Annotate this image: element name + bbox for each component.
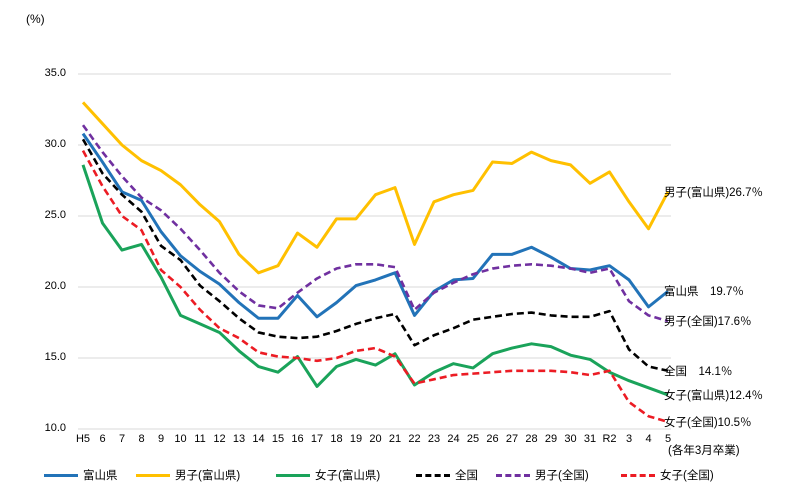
legend-item: 女子(全国)	[621, 466, 714, 484]
legend-label: 男子(全国)	[535, 470, 589, 482]
x-axis-tick-label: 6	[99, 433, 106, 445]
x-axis-tick-label: 27	[505, 433, 519, 445]
legend-item: 富山県	[44, 466, 118, 484]
legend-line-swatch	[496, 473, 530, 477]
series-end-label: 男子(全国)17.6％	[664, 316, 752, 329]
legend-item: 全国	[416, 466, 478, 484]
legend-line-swatch	[44, 473, 78, 477]
legend-line-swatch	[276, 473, 310, 477]
legend-label: 女子(富山県)	[315, 470, 381, 482]
series-end-label: 女子(全国)10.5％	[664, 416, 752, 429]
legend-item: 男子(全国)	[496, 466, 589, 484]
x-axis-tick-label: 14	[252, 433, 265, 445]
series-line	[81, 132, 669, 320]
series-end-label: 富山県 19.7％	[664, 286, 744, 299]
x-axis-tick-label: 28	[525, 433, 538, 445]
series-line	[81, 124, 669, 323]
x-axis-tick-label: R2	[602, 433, 617, 445]
x-axis-tick-label: 3	[625, 433, 633, 445]
legend-item: 男子(富山県)	[136, 466, 240, 484]
legend-label: 富山県	[83, 470, 118, 482]
x-axis-tick-label: 26	[486, 433, 499, 445]
x-axis-tick-label: 4	[645, 433, 652, 445]
x-axis-tick-label: 30	[564, 433, 577, 445]
series-line	[81, 101, 670, 275]
x-axis-tick-label: 8	[138, 433, 145, 445]
x-axis-tick-label: 18	[330, 433, 343, 445]
x-axis-tick-label: 20	[369, 433, 382, 445]
series-end-label: 全国 14.1％	[664, 365, 733, 378]
x-axis-tick-label: 17	[310, 433, 324, 445]
series-line	[81, 164, 669, 397]
y-axis-tick-label: 25.0	[44, 209, 66, 221]
x-axis-tick-label: 15	[271, 433, 285, 445]
legend-line-swatch	[136, 473, 170, 477]
y-axis-tick-label: 30.0	[44, 138, 66, 150]
series-end-label: 女子(富山県)12.4％	[664, 389, 764, 402]
x-axis-footnote: (各年3月卒業)	[668, 445, 740, 457]
series-end-label: 男子(富山県)26.7％	[664, 186, 764, 199]
x-axis-tick-label: 23	[427, 433, 441, 445]
y-axis-tick-label: 15.0	[44, 351, 66, 363]
x-axis-tick-label: 9	[157, 433, 165, 445]
x-axis-tick-label: 24	[447, 433, 460, 445]
legend-line-swatch	[621, 473, 655, 477]
x-axis-tick-label: 19	[349, 433, 363, 445]
y-axis-tick-label: 20.0	[44, 280, 66, 292]
x-axis-tick-label: 11	[194, 433, 206, 445]
x-axis-tick-label: 21	[388, 433, 402, 445]
legend-item: 女子(富山県)	[276, 466, 380, 484]
x-axis-tick-label: 25	[466, 433, 480, 445]
legend-label: 女子(全国)	[660, 470, 714, 482]
y-axis-tick-label: 35.0	[44, 67, 66, 79]
x-axis-tick-label: 5	[664, 433, 672, 445]
x-axis-tick-label: H5	[75, 433, 91, 445]
x-axis-tick-label: 7	[118, 433, 126, 445]
x-axis-tick-label: 13	[232, 433, 246, 445]
series-line	[81, 150, 669, 424]
x-axis-tick-label: 16	[291, 433, 304, 445]
legend-label: 男子(富山県)	[175, 470, 241, 482]
series-line	[81, 138, 669, 373]
x-axis-tick-label: 12	[213, 433, 226, 445]
legend-label: 全国	[455, 470, 478, 482]
y-axis-unit-label: (%)	[26, 12, 45, 26]
y-axis-tick-label: 10.0	[44, 422, 66, 434]
x-axis-tick-label: 29	[544, 433, 558, 445]
legend-line-swatch	[416, 473, 450, 477]
x-axis-tick-label: 31	[583, 433, 597, 445]
x-axis-tick-label: 10	[174, 433, 187, 445]
x-axis-tick-label: 22	[408, 433, 421, 445]
